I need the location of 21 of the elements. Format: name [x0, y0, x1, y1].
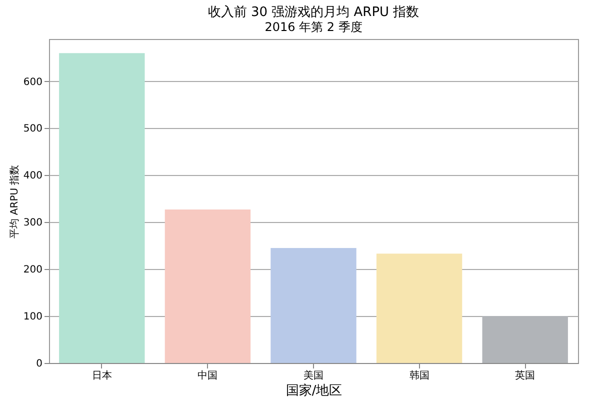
y-tick-label: 200 [23, 264, 42, 276]
bar [59, 53, 145, 363]
y-tick-label: 600 [23, 76, 42, 88]
x-tick-label: 日本 [92, 370, 112, 382]
x-tick-label: 韩国 [409, 370, 430, 382]
x-tick-label: 英国 [515, 370, 536, 382]
y-tick-label: 500 [23, 124, 42, 135]
y-tick-label: 400 [23, 170, 42, 182]
chart-subtitle: 2016 年第 2 季度 [264, 20, 362, 34]
y-tick-label: 100 [23, 312, 42, 323]
x-tick-label: 美国 [304, 370, 324, 382]
chart-title: 收入前 30 强游戏的月均 ARPU 指数 [208, 5, 420, 20]
y-tick-label: 300 [23, 218, 42, 229]
bar [164, 209, 251, 363]
y-axis-title: 平均 ARPU 指数 [8, 164, 20, 238]
bar [376, 254, 462, 363]
y-tick-label: 0 [36, 358, 42, 370]
x-axis-title: 国家/地区 [286, 382, 342, 398]
x-tick-label: 中国 [198, 370, 218, 382]
bar [482, 316, 568, 363]
bar [270, 248, 356, 363]
